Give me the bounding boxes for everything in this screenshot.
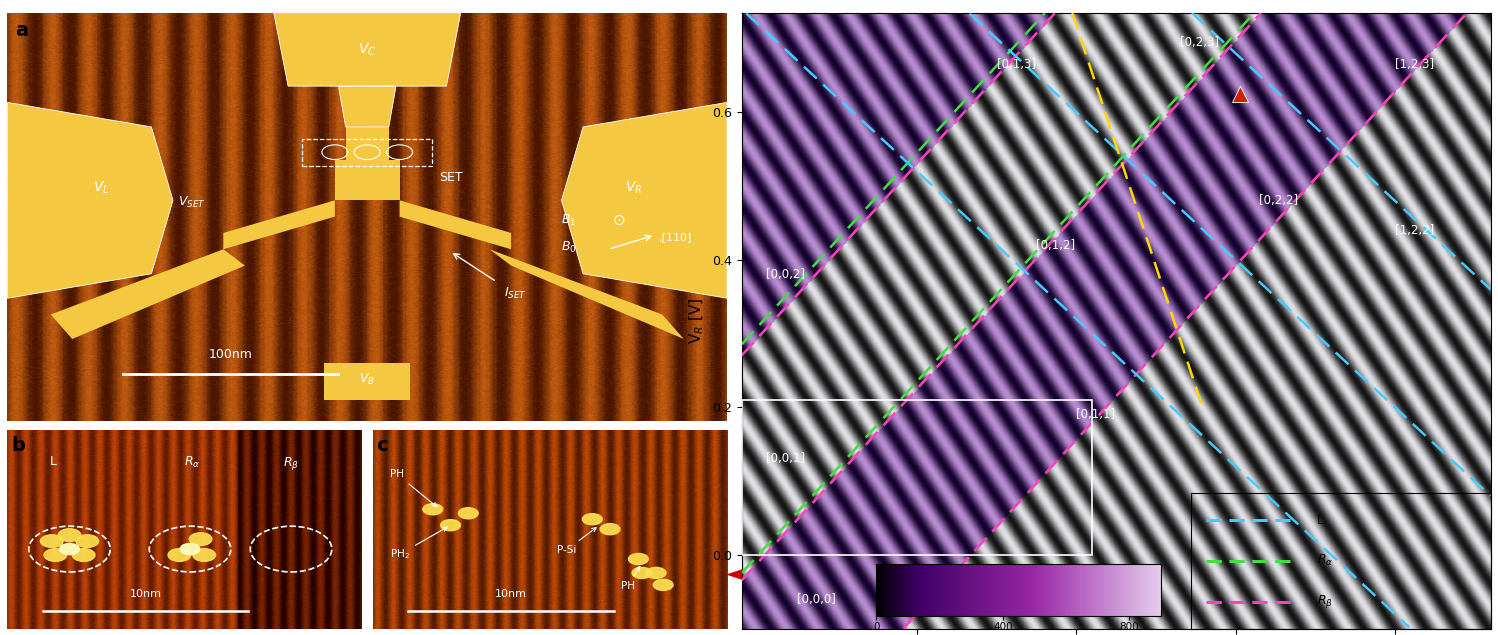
Text: [0,1,2]: [0,1,2]	[1037, 239, 1076, 251]
Text: $B_1$: $B_1$	[562, 213, 577, 228]
Text: $I_{SET}$: $I_{SET}$	[503, 286, 527, 301]
Polygon shape	[490, 250, 683, 339]
Circle shape	[40, 535, 63, 547]
Text: PH: PH	[620, 566, 640, 591]
Text: [0,0,2]: [0,0,2]	[765, 268, 804, 281]
Circle shape	[583, 514, 602, 525]
Text: c: c	[376, 436, 388, 455]
Circle shape	[180, 544, 199, 554]
Text: L: L	[49, 455, 57, 469]
Polygon shape	[324, 363, 410, 400]
Polygon shape	[336, 159, 400, 200]
Text: $B_0$: $B_0$	[562, 239, 577, 255]
Circle shape	[440, 519, 460, 531]
Y-axis label: V$_R$ [V]: V$_R$ [V]	[688, 297, 707, 344]
Circle shape	[646, 567, 667, 578]
Circle shape	[43, 549, 67, 561]
Circle shape	[422, 504, 443, 515]
Circle shape	[72, 549, 94, 561]
Text: $V_R$: $V_R$	[625, 180, 643, 196]
Text: b: b	[10, 436, 25, 455]
Text: [0,2,3]: [0,2,3]	[1180, 36, 1219, 49]
Polygon shape	[274, 13, 461, 86]
Circle shape	[629, 554, 649, 565]
Text: $V_L$: $V_L$	[93, 180, 109, 196]
Circle shape	[458, 507, 478, 519]
Text: [0,1,3]: [0,1,3]	[996, 58, 1035, 71]
Circle shape	[632, 567, 652, 578]
Text: $R_{\alpha}$: $R_{\alpha}$	[184, 455, 199, 470]
Text: [1,2,2]: [1,2,2]	[1395, 224, 1434, 237]
Circle shape	[60, 544, 79, 554]
Polygon shape	[400, 200, 511, 250]
Text: PH$_2$: PH$_2$	[391, 527, 446, 561]
Polygon shape	[346, 127, 389, 159]
Circle shape	[601, 524, 620, 535]
Text: P-Si: P-Si	[557, 528, 596, 555]
Polygon shape	[562, 102, 727, 298]
Text: [0,2,2]: [0,2,2]	[1260, 194, 1299, 207]
Text: [0,1,1]: [0,1,1]	[1076, 408, 1116, 421]
Polygon shape	[339, 86, 395, 127]
Text: PH: PH	[391, 469, 437, 507]
Circle shape	[58, 529, 81, 542]
Text: 10nm: 10nm	[494, 589, 527, 599]
Text: $\odot$: $\odot$	[611, 213, 625, 228]
Bar	[303, 139, 431, 166]
Circle shape	[193, 549, 216, 561]
Text: 10nm: 10nm	[130, 589, 162, 599]
Text: $R_{\beta}$: $R_{\beta}$	[283, 455, 300, 472]
Circle shape	[76, 535, 99, 547]
Text: $V_C$: $V_C$	[358, 41, 376, 58]
Polygon shape	[223, 200, 336, 250]
Text: [1,2,3]: [1,2,3]	[1395, 58, 1434, 71]
Text: ◄: ◄	[727, 565, 742, 585]
Circle shape	[653, 579, 673, 591]
Text: $V_B$: $V_B$	[360, 372, 374, 387]
Text: ,[110]: ,[110]	[659, 232, 692, 242]
Polygon shape	[7, 102, 172, 298]
Circle shape	[168, 549, 190, 561]
Text: $V_{SET}$: $V_{SET}$	[178, 195, 205, 210]
Text: 100nm: 100nm	[208, 349, 253, 361]
Polygon shape	[51, 250, 244, 339]
Text: a: a	[15, 21, 28, 40]
Text: [0,0,0]: [0,0,0]	[797, 592, 836, 606]
Bar	[742, 400, 1092, 555]
Text: SET: SET	[439, 171, 463, 184]
Circle shape	[189, 533, 213, 545]
Text: [0,0,1]: [0,0,1]	[765, 453, 804, 465]
